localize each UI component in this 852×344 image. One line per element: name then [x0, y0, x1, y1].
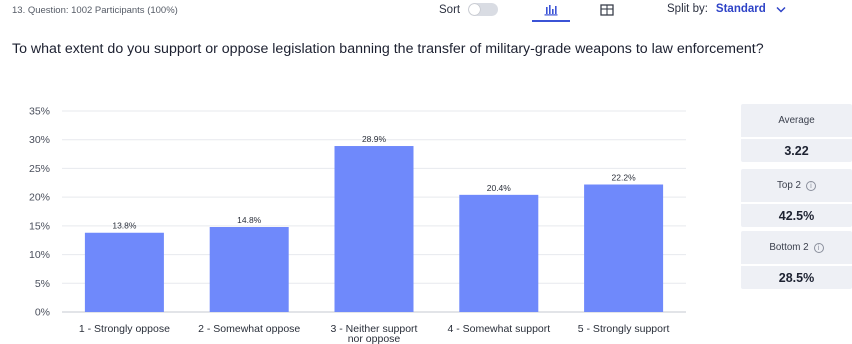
- split-dropdown[interactable]: Standard: [716, 3, 786, 15]
- y-tick-label: 10%: [29, 249, 50, 261]
- sort-toggle[interactable]: [468, 3, 499, 16]
- split-label: Split by:: [667, 3, 708, 15]
- stat-card-top-2: Top 2 i 42.5%: [741, 169, 852, 227]
- stat-label: Bottom 2: [769, 242, 809, 253]
- sort-control: Sort: [439, 3, 499, 16]
- stat-value: 28.5%: [741, 264, 852, 289]
- bar: [584, 184, 664, 312]
- table-icon: [600, 4, 614, 16]
- x-tick-label: 1 - Strongly oppose: [79, 323, 170, 335]
- y-tick-label: 35%: [29, 106, 50, 118]
- data-label: 22.2%: [612, 173, 637, 183]
- bar-chart: 0% 5% 10% 15% 20% 25% 30% 35% 13.8% 1 - Strongly …: [0, 100, 730, 344]
- x-tick-label: 4 - Somewhat support: [447, 323, 550, 335]
- split-control: Split by: Standard: [667, 3, 786, 15]
- question-text: To what extent do you support or oppose …: [12, 41, 764, 57]
- stat-label: Average: [778, 115, 815, 126]
- stat-value: 3.22: [741, 137, 852, 162]
- sort-label: Sort: [439, 3, 461, 16]
- y-tick-label: 30%: [29, 134, 50, 146]
- stat-label-row: Bottom 2 i: [741, 231, 852, 264]
- stat-card-average: Average 3.22: [741, 104, 852, 162]
- bar-chart-svg: 0% 5% 10% 15% 20% 25% 30% 35% 13.8% 1 - Strongly …: [29, 106, 686, 344]
- data-label: 28.9%: [362, 134, 387, 144]
- bar: [84, 232, 164, 312]
- x-tick-label: 2 - Somewhat oppose: [198, 323, 300, 335]
- bar-chart-view-button[interactable]: [532, 2, 570, 22]
- question-meta: 13. Question: 1002 Participants (100%): [12, 5, 178, 16]
- stat-value: 42.5%: [741, 202, 852, 227]
- split-value: Standard: [715, 3, 766, 15]
- stat-card-bottom-2: Bottom 2 i 28.5%: [741, 231, 852, 289]
- y-tick-label: 15%: [29, 220, 50, 232]
- data-label: 14.8%: [237, 215, 262, 225]
- y-tick-label: 25%: [29, 163, 50, 175]
- info-icon[interactable]: i: [805, 180, 816, 191]
- toolbar: 13. Question: 1002 Participants (100%) S…: [0, 0, 852, 22]
- x-tick-label: 3 - Neither support nor oppose: [331, 323, 418, 344]
- bar: [334, 146, 414, 312]
- chevron-down-icon: [776, 6, 786, 13]
- table-view-button[interactable]: [596, 2, 618, 18]
- x-tick-label: 5 - Strongly support: [578, 323, 670, 335]
- info-icon[interactable]: i: [813, 242, 824, 253]
- y-tick-label: 0%: [35, 307, 50, 319]
- bar: [459, 194, 539, 312]
- bar: [209, 227, 289, 312]
- sort-toggle-knob: [469, 4, 481, 15]
- y-tick-label: 20%: [29, 192, 50, 204]
- data-label: 20.4%: [487, 183, 512, 193]
- stat-label: Top 2: [777, 180, 801, 191]
- bar-chart-icon: [544, 5, 558, 16]
- y-tick-label: 5%: [35, 278, 50, 290]
- stat-label-row: Top 2 i: [741, 169, 852, 202]
- stat-label-row: Average: [741, 104, 852, 137]
- data-label: 13.8%: [112, 221, 137, 231]
